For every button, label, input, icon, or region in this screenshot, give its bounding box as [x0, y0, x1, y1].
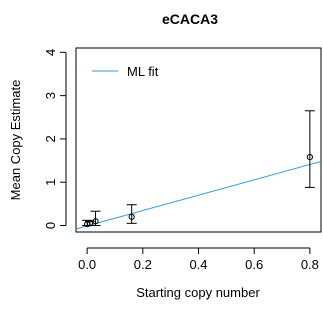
plot-area	[75, 47, 322, 233]
y-tick-label: 1	[43, 179, 58, 186]
data-point	[86, 220, 94, 227]
y-tick-label: 4	[43, 49, 58, 56]
y-axis: 0 1 2 3 4	[43, 49, 67, 229]
data-point	[128, 213, 135, 220]
points-layer	[82, 110, 315, 228]
plot-frame	[75, 47, 322, 233]
x-tick-label: 0.0	[78, 257, 96, 272]
ml-fit-line	[75, 160, 322, 230]
x-axis-label: Starting copy number	[136, 285, 260, 300]
x-axis: 0.0 0.2 0.4 0.6 0.8	[78, 247, 319, 272]
y-tick-label: 3	[43, 92, 58, 99]
legend: ML fit	[92, 64, 159, 79]
x-tick-label: 0.8	[301, 257, 319, 272]
y-axis-label: Mean Copy Estimate	[8, 80, 23, 201]
y-tick-label: 0	[43, 222, 58, 229]
data-point	[306, 154, 313, 161]
legend-label-ml-fit: ML fit	[127, 64, 159, 79]
x-tick-label: 0.4	[189, 257, 207, 272]
data-point	[92, 218, 99, 225]
chart-title: eCACA3	[162, 11, 218, 27]
x-tick-label: 0.6	[245, 257, 263, 272]
y-tick-label: 2	[43, 135, 58, 142]
x-tick-label: 0.2	[134, 257, 152, 272]
fit-line-layer	[75, 160, 322, 230]
